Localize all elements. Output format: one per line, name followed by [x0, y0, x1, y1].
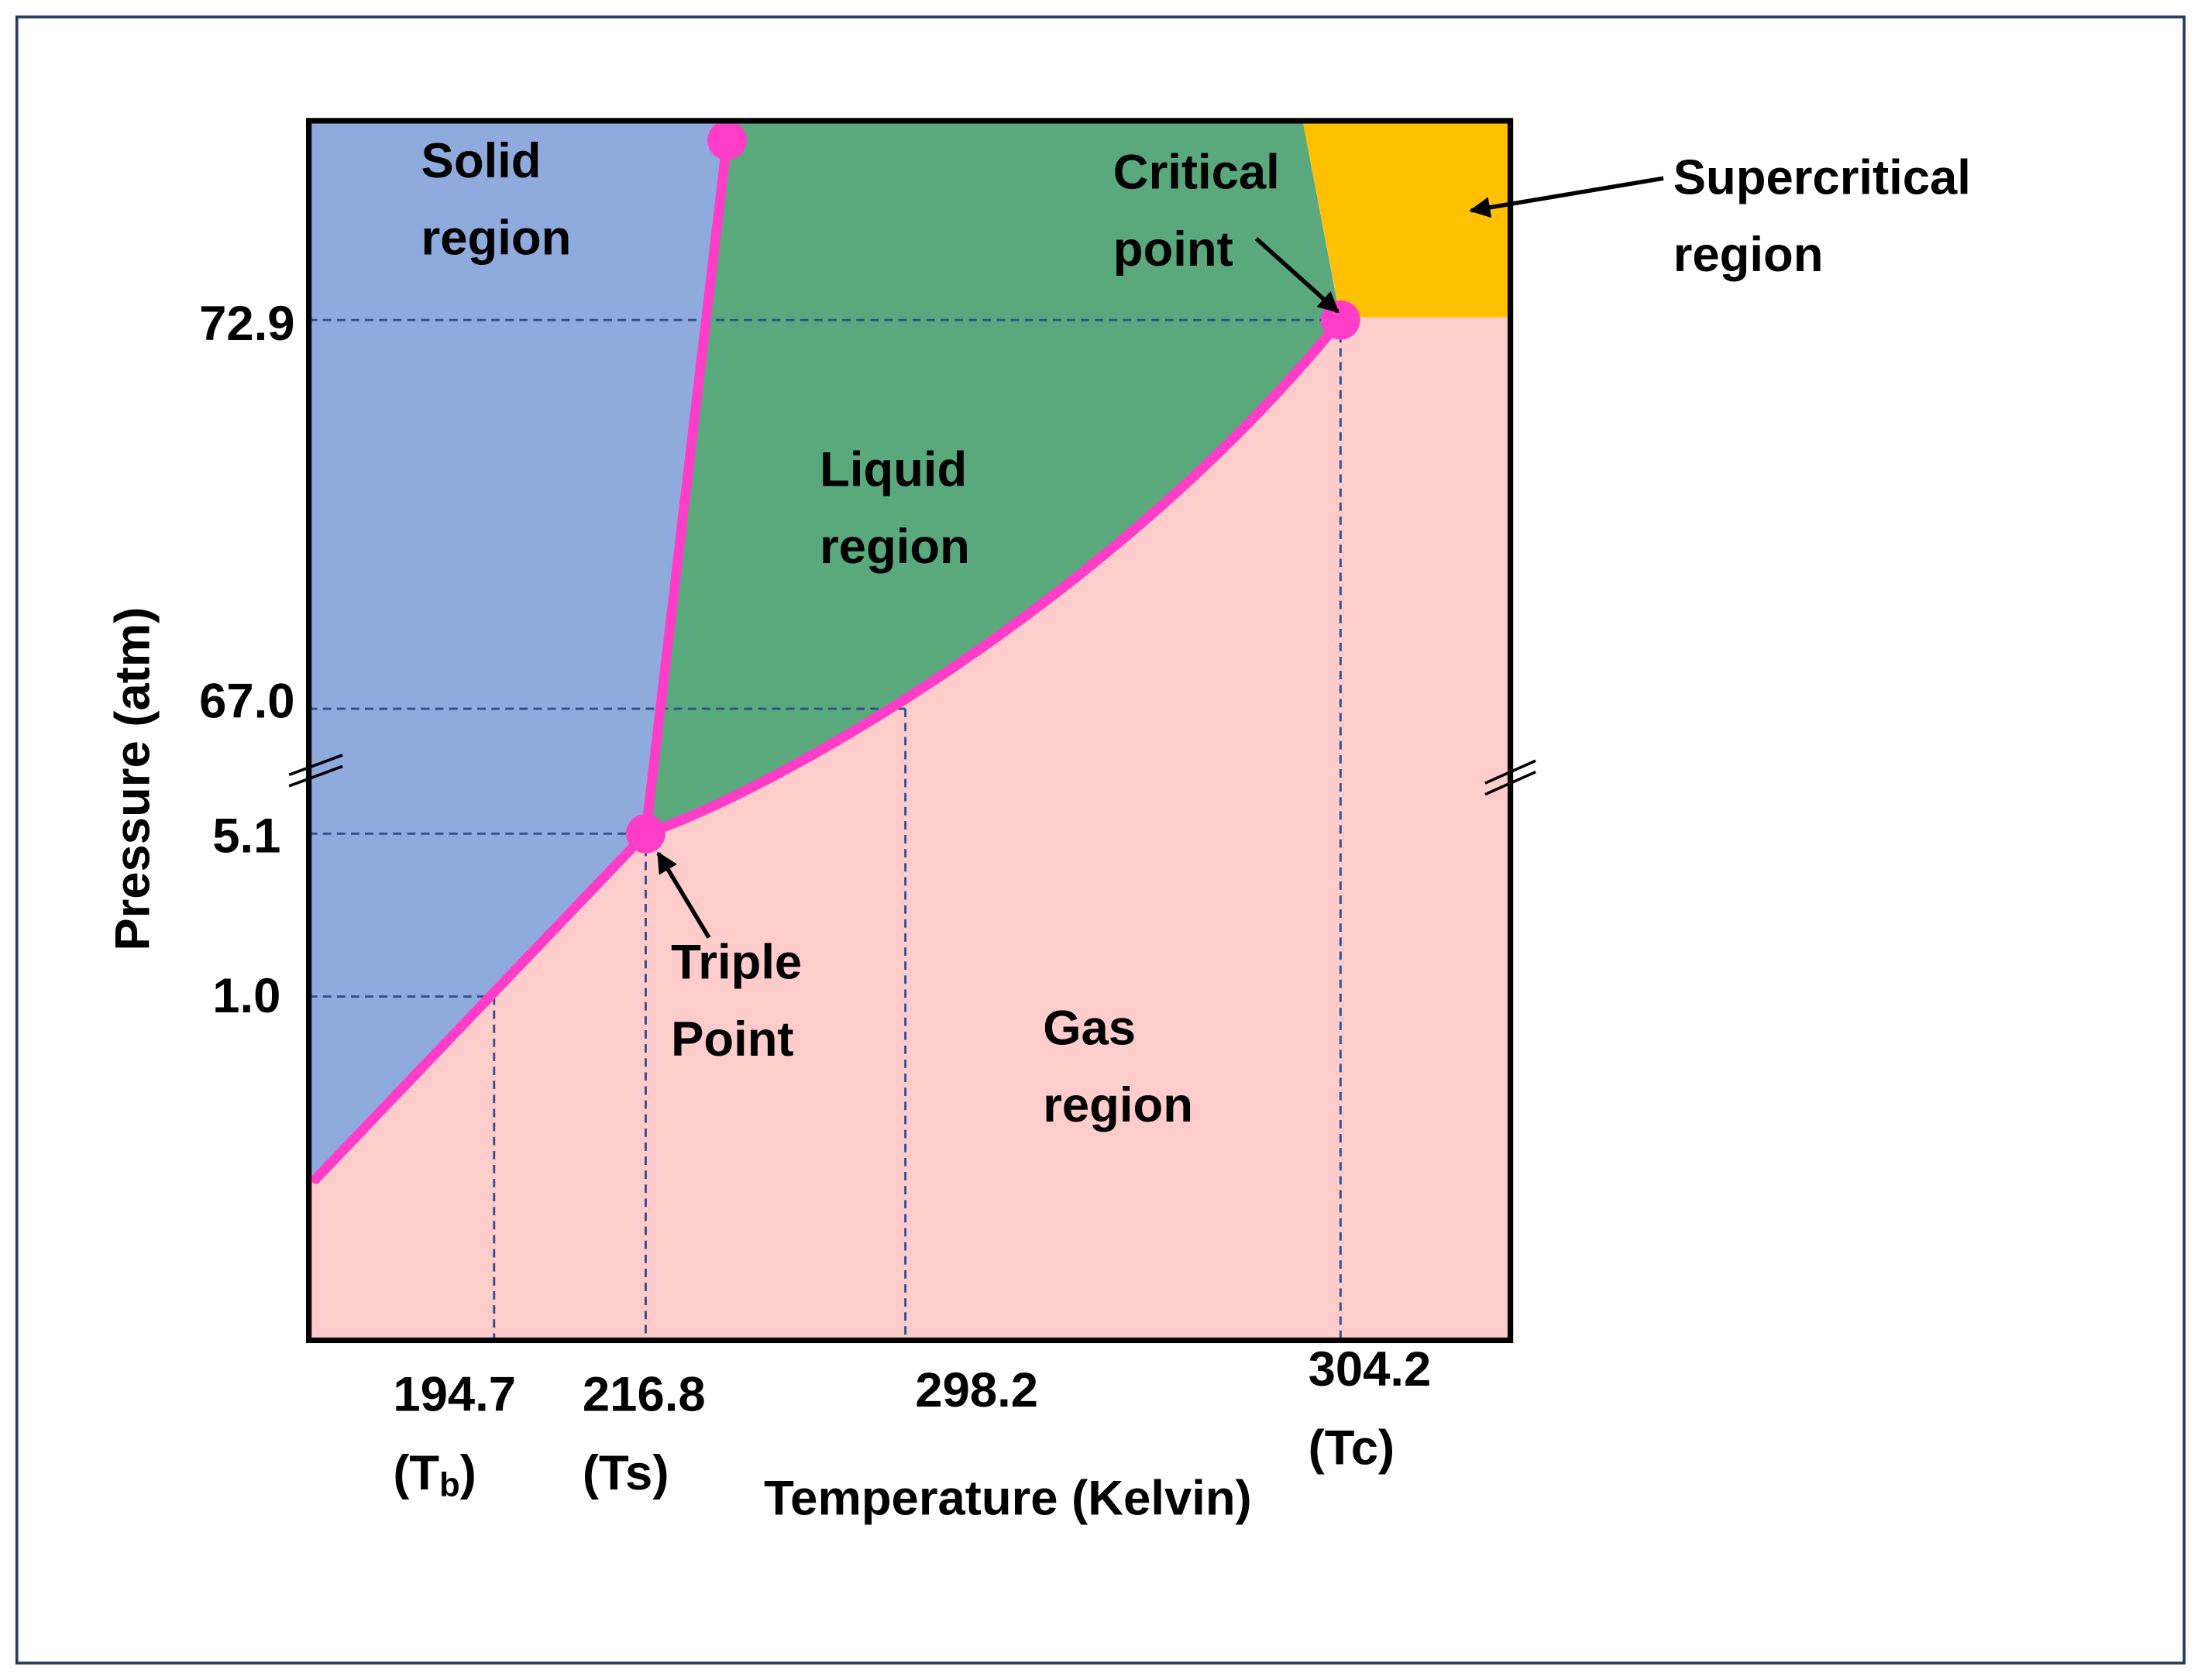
y-tick-label: 1.0: [212, 969, 280, 1023]
liquid-label: region: [820, 520, 970, 574]
critical-label: Critical: [1113, 145, 1280, 199]
x-tick-note: (Ts): [583, 1446, 669, 1500]
critical-point-dot: [1320, 300, 1360, 340]
triple-arrow: [656, 851, 711, 939]
x-tick-note-text: ): [460, 1446, 476, 1500]
solid-label: region: [421, 211, 572, 265]
x-tick-label: 216.8: [583, 1367, 706, 1421]
x-tick-label: 194.7: [393, 1367, 516, 1421]
critical-arrow: [1254, 237, 1340, 314]
x-tick-note-sub: b: [439, 1467, 460, 1504]
x-tick-label: 298.2: [915, 1363, 1038, 1417]
y-axis-title: Pressure (atm): [106, 607, 160, 951]
x-axis-title: Temperature (Kelvin): [764, 1472, 1252, 1526]
triple-point-dot: [626, 813, 665, 854]
melting-end-point: [707, 120, 747, 160]
supercritical-label: region: [1673, 228, 1824, 282]
supercritical-label: Supercritical: [1673, 151, 1971, 205]
solid-region-fill: [308, 120, 727, 1180]
gas-label: region: [1043, 1078, 1193, 1132]
x-tick-note: (Tb): [393, 1446, 476, 1504]
critical-label: point: [1113, 222, 1233, 277]
plot-box: [305, 118, 1514, 1344]
solid-label: Solid: [421, 134, 542, 188]
y-tick-label: 72.9: [199, 297, 294, 351]
guide-lines: [308, 318, 1342, 1341]
sublimation-line: [311, 829, 651, 1184]
x-tick-note: (Tc): [1309, 1421, 1395, 1475]
supercritical-region-fill: [1302, 120, 1511, 318]
melting-line: [641, 135, 732, 839]
triple-label: Triple: [671, 935, 802, 989]
liquid-label: Liquid: [820, 442, 967, 496]
triple-label: Point: [671, 1012, 794, 1067]
axis-break-marks: [288, 754, 1536, 796]
x-tick-note-text: (T: [393, 1446, 439, 1500]
vaporization-curve: [641, 314, 1346, 839]
liquid-region-fill: [645, 120, 1341, 834]
y-tick-label: 5.1: [212, 809, 280, 863]
y-tick-label: 67.0: [199, 674, 294, 728]
gas-label: Gas: [1043, 1001, 1136, 1056]
x-tick-label: 304.2: [1309, 1342, 1432, 1397]
supercritical-arrow: [1469, 176, 1664, 218]
